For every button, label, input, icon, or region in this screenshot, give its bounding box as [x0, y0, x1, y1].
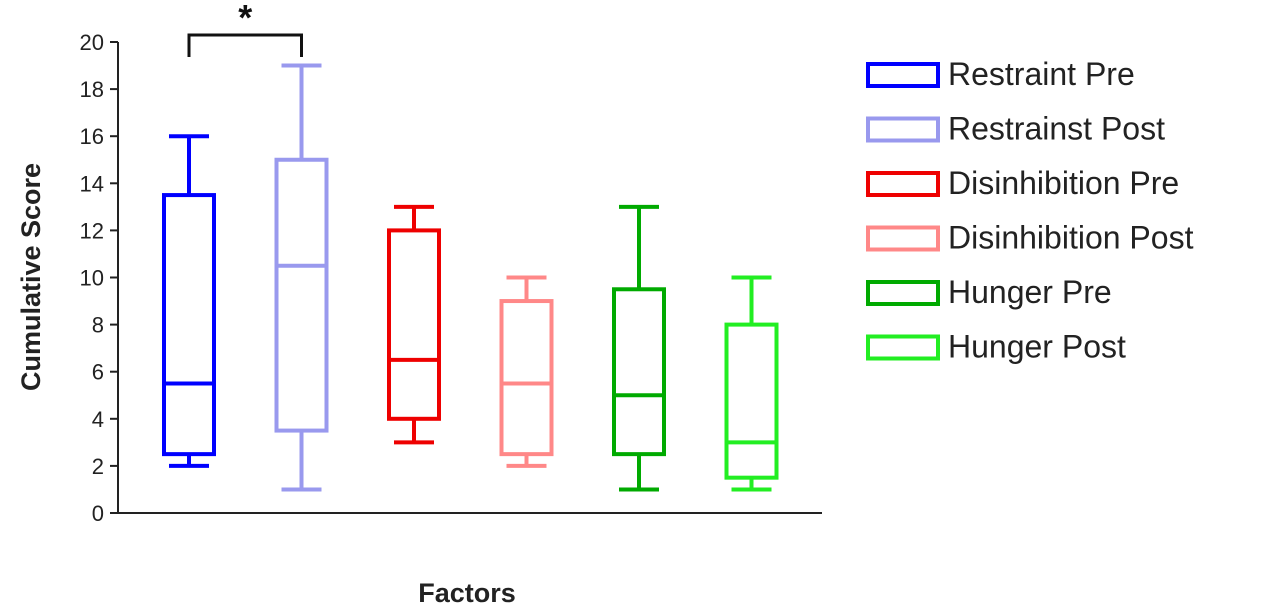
box-plot-series — [162, 63, 779, 492]
legend-swatch — [866, 225, 940, 252]
legend: Restraint Pre Restrainst Post Disinhibitio… — [866, 56, 1194, 365]
significance-annotations: * — [187, 0, 303, 57]
legend-item: Disinhibition Pre — [866, 165, 1179, 201]
legend-label: Restrainst Post — [948, 111, 1165, 147]
legend-swatch — [866, 171, 940, 197]
legend-label: Disinhibition Pre — [948, 165, 1179, 201]
y-tick-label: 2 — [92, 454, 104, 479]
legend-swatch — [866, 334, 940, 361]
legend-item: Hunger Post — [866, 329, 1126, 365]
legend-item: Disinhibition Post — [866, 220, 1194, 256]
legend-swatch — [866, 62, 940, 88]
y-tick-label: 20 — [80, 30, 104, 55]
legend-label: Restraint Pre — [948, 56, 1135, 92]
y-axis-title: Cumulative Score — [16, 163, 46, 391]
box-body — [724, 322, 779, 480]
legend-item: Hunger Pre — [866, 274, 1112, 310]
legend-item: Restrainst Post — [866, 111, 1165, 147]
y-tick-label: 14 — [80, 171, 104, 196]
box-disinhibition-pre — [387, 204, 441, 445]
y-tick-label: 0 — [92, 501, 104, 526]
legend-swatch — [866, 116, 940, 143]
box-restrainst-post — [274, 63, 329, 492]
legend-label: Disinhibition Post — [948, 220, 1194, 256]
y-tick-label: 4 — [92, 407, 104, 432]
y-tick-label: 10 — [80, 266, 104, 291]
box-disinhibition-post — [499, 275, 554, 468]
y-tick-label: 6 — [92, 360, 104, 385]
box-body — [499, 299, 554, 457]
y-tick-label: 8 — [92, 313, 104, 338]
significance-bracket — [187, 33, 303, 57]
legend-label: Hunger Post — [948, 329, 1126, 365]
legend-label: Hunger Pre — [948, 274, 1112, 310]
box-body — [162, 193, 216, 457]
x-axis-title: Factors — [418, 578, 516, 608]
box-restraint-pre — [162, 134, 216, 468]
box-body — [387, 228, 441, 421]
box-body — [274, 157, 329, 433]
significance-star: * — [238, 0, 252, 38]
legend-item: Restraint Pre — [866, 56, 1135, 92]
y-tick-label: 18 — [80, 77, 104, 102]
legend-swatch — [866, 280, 940, 306]
y-tick-label: 12 — [80, 218, 104, 243]
box-body — [612, 287, 666, 457]
y-tick-label: 16 — [80, 124, 104, 149]
axes: 0 2 4 6 8 10 12 14 16 18 20 — [80, 30, 822, 526]
box-hunger-pre — [612, 204, 666, 492]
box-hunger-post — [724, 275, 779, 492]
